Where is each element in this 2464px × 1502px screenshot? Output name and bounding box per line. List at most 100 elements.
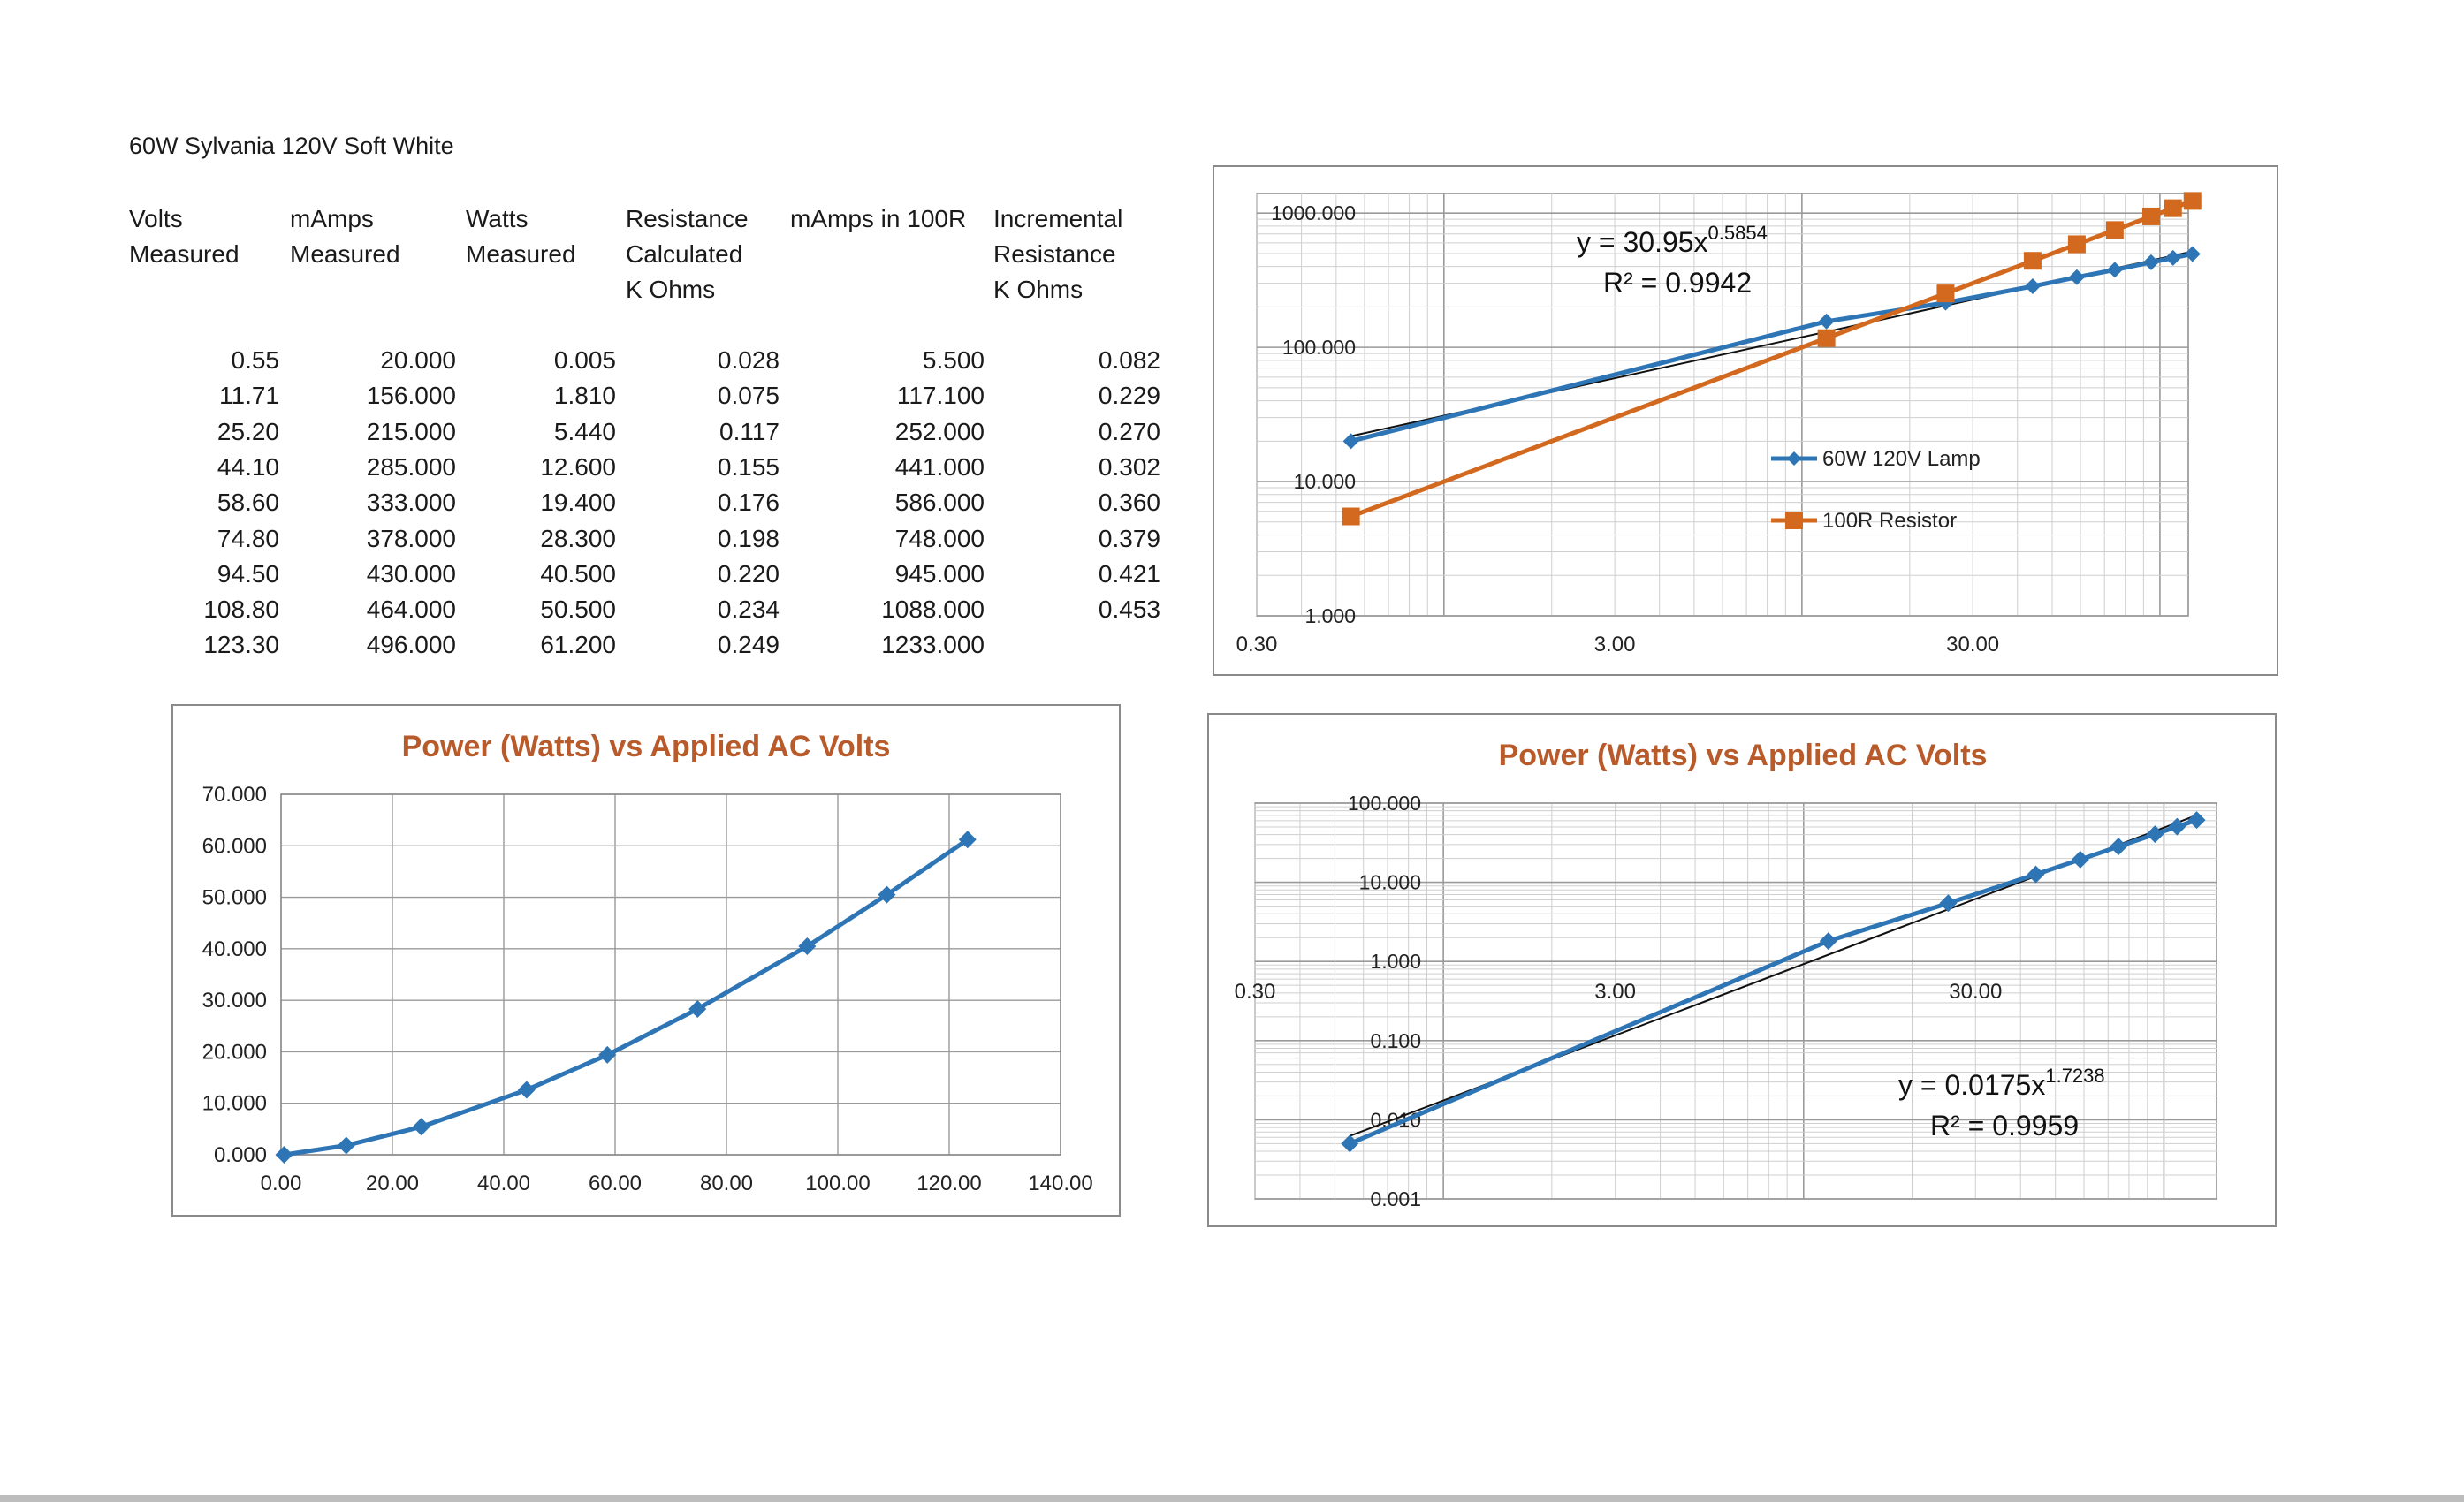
y-tick-label: 40.000 — [202, 937, 267, 961]
diamond-marker — [598, 1045, 617, 1064]
column-header-line: Calculated — [626, 240, 743, 268]
square-marker — [2105, 221, 2124, 239]
column-header-line: mAmps — [290, 205, 374, 232]
diamond-marker — [2142, 254, 2159, 270]
table-cell: 0.234 — [717, 595, 780, 624]
table-cell: 285.000 — [366, 452, 456, 481]
trendline-r2: R² = 0.9959 — [1930, 1110, 2079, 1142]
diamond-marker — [1939, 894, 1958, 913]
table-cell: 117.100 — [896, 382, 985, 410]
diamond-marker — [2146, 825, 2164, 844]
chart-frame-power-linear: Power (Watts) vs Applied AC Volts 0.000 10… — [171, 704, 1121, 1217]
table-cell: 1088.000 — [881, 595, 985, 624]
table-cell: 0.082 — [1098, 346, 1160, 374]
table-cell: 50.500 — [540, 595, 616, 624]
table-cell: 28.300 — [540, 524, 616, 552]
x-tick-label: 120.00 — [916, 1172, 981, 1195]
table-cell: 496.000 — [366, 631, 456, 659]
table-cell: 0.270 — [1098, 417, 1160, 445]
square-marker — [1936, 284, 1955, 303]
equation-base: y = 30.95x — [1577, 226, 1708, 258]
y-tick-label: 100.000 — [1282, 336, 1356, 359]
x-tick-label: 60.00 — [589, 1172, 642, 1195]
diamond-marker — [2024, 278, 2041, 295]
table-cell: 61.200 — [540, 631, 616, 659]
square-marker — [2183, 192, 2202, 210]
table-cell: 333.000 — [366, 489, 456, 517]
column-header-line: K Ohms — [993, 276, 1084, 303]
table-cell: 0.249 — [717, 631, 780, 659]
equation-base: y = 0.0175x — [1898, 1069, 2045, 1101]
diamond-marker — [275, 1145, 293, 1164]
table-cell: 0.075 — [717, 382, 780, 410]
trendline-equation: y = 0.0175x1.7238 — [1898, 1065, 2105, 1101]
table-cell: 0.302 — [1098, 452, 1160, 481]
column-header: Watts Measured — [466, 201, 576, 272]
column-header-line: Volts — [129, 205, 183, 232]
chart-frame-power-loglog: Power (Watts) vs Applied AC Volts 0.001 0.… — [1207, 713, 2277, 1227]
series-line — [1349, 817, 2198, 1146]
diamond-marker — [2184, 246, 2201, 262]
diamond-marker — [2164, 249, 2181, 266]
y-tick-label: 50.000 — [202, 886, 267, 910]
table-cell: 0.198 — [717, 524, 780, 552]
square-marker — [2141, 207, 2160, 225]
table-cell: 945.000 — [894, 559, 985, 588]
column-header: mAmps in 100R — [790, 201, 966, 237]
x-tick-label: 3.00 — [1594, 980, 1636, 1004]
x-tick-label: 0.30 — [1235, 980, 1276, 1004]
diamond-marker — [1818, 313, 1835, 330]
table-cell: 0.220 — [717, 559, 780, 588]
y-tick-label: 0.001 — [1370, 1187, 1421, 1210]
table-cell: 0.176 — [717, 489, 780, 517]
y-tick-label: 100.000 — [1348, 792, 1421, 815]
square-marker — [1817, 329, 1836, 347]
y-tick-label: 1.000 — [1370, 950, 1421, 973]
diamond-marker — [2071, 850, 2089, 869]
table-cell: 378.000 — [366, 524, 456, 552]
square-marker — [2164, 199, 2182, 217]
table-cell: 5.500 — [922, 346, 985, 374]
table-cell: 0.005 — [553, 346, 616, 374]
table-cell: 441.000 — [894, 452, 985, 481]
table-cell: 0.421 — [1098, 559, 1160, 588]
table-cell: 12.600 — [540, 452, 616, 481]
trendline-r2: R² = 0.9942 — [1603, 267, 1752, 299]
table-cell: 586.000 — [894, 489, 985, 517]
x-tick-label: 30.00 — [1946, 633, 1999, 656]
y-tick-label: 10.000 — [202, 1092, 267, 1116]
table-cell: 20.000 — [380, 346, 456, 374]
diamond-marker — [798, 937, 817, 955]
diamond-marker — [2027, 865, 2045, 884]
x-tick-label: 20.00 — [366, 1172, 419, 1195]
table-cell: 748.000 — [894, 524, 985, 552]
diamond-marker — [2106, 262, 2123, 278]
diamond-marker — [337, 1136, 355, 1155]
chart-title: Power (Watts) vs Applied AC Volts — [402, 730, 891, 763]
y-tick-label: 30.000 — [202, 989, 267, 1013]
table-cell: 108.80 — [203, 595, 279, 624]
table-cell: 0.229 — [1098, 382, 1160, 410]
chart-frame-current-loglog: 1.000 10.000 100.000 1000.000 0.30 3.00 30.00 6… — [1213, 165, 2278, 676]
table-cell: 0.155 — [717, 452, 780, 481]
y-tick-label: 1.000 — [1304, 604, 1356, 627]
legend-label: 60W 120V Lamp — [1822, 447, 1981, 471]
table-cell: 0.55 — [231, 346, 280, 374]
diamond-marker — [2110, 838, 2128, 856]
x-tick-label: 140.00 — [1028, 1172, 1092, 1195]
y-tick-label: 60.000 — [202, 834, 267, 858]
square-marker — [1342, 507, 1360, 526]
table-cell: 0.453 — [1098, 595, 1160, 624]
y-tick-label: 1000.000 — [1271, 201, 1356, 224]
table-cell: 123.30 — [203, 631, 279, 659]
table-cell: 40.500 — [540, 559, 616, 588]
x-tick-label: 30.00 — [1949, 980, 2002, 1004]
diamond-marker — [1342, 433, 1359, 450]
table-cell: 0.360 — [1098, 489, 1160, 517]
y-tick-label: 70.000 — [202, 783, 267, 807]
column-header-line: Resistance — [993, 240, 1116, 268]
plot-area — [280, 793, 1061, 1156]
equation-exponent: 1.7238 — [2045, 1065, 2104, 1087]
column-header-line: Measured — [466, 240, 576, 268]
diamond-marker — [517, 1081, 536, 1099]
